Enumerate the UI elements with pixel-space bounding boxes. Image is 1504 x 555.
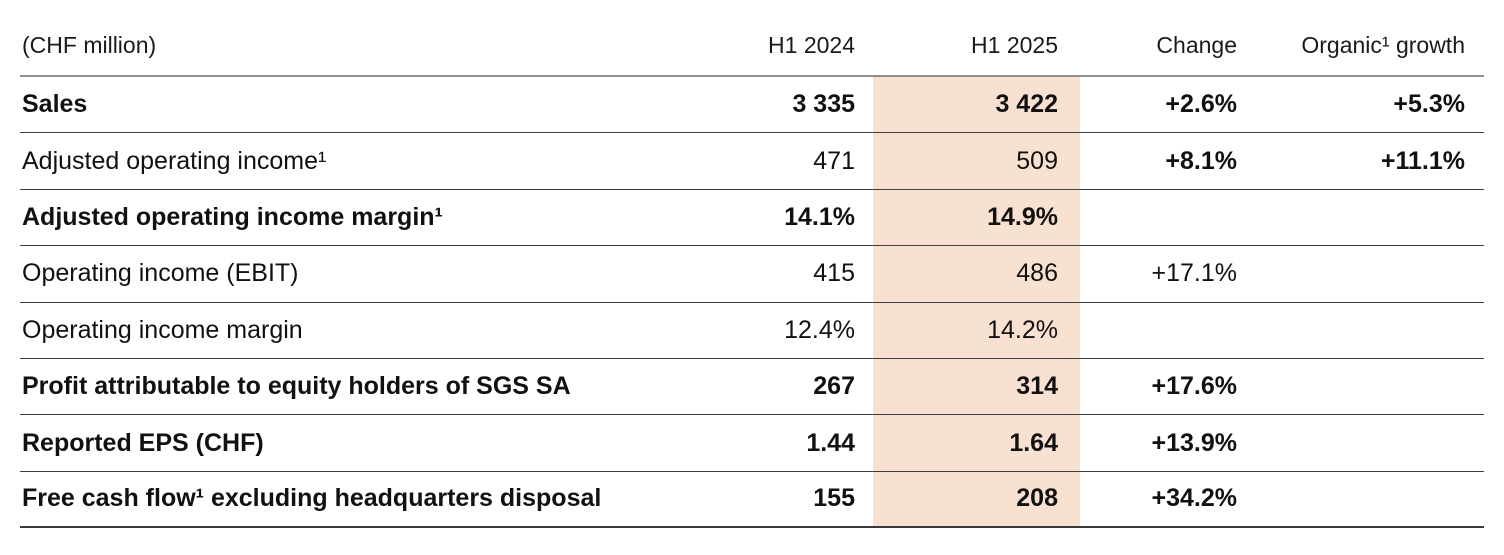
h1-2024-value: 14.1%	[784, 202, 855, 231]
h1-2025-value: 1.64	[873, 415, 1080, 471]
col-header-h1-2025: H1 2025	[971, 32, 1058, 58]
organic-growth-value	[1237, 472, 1484, 526]
change-value	[1080, 303, 1237, 358]
row-label: Profit attributable to equity holders of…	[22, 372, 571, 401]
table-row-adjusted-operating-income-margin: Adjusted operating income margin¹ 14.1% …	[20, 189, 1484, 247]
h1-2024-value: 471	[813, 146, 855, 175]
row-label: Free cash flow¹ excluding headquarters d…	[22, 484, 602, 513]
table-row-profit-attributable: Profit attributable to equity holders of…	[20, 358, 1484, 416]
h1-2025-value: 14.9%	[873, 189, 1080, 246]
h1-2024-value: 3 335	[792, 90, 855, 119]
h1-2025-value: 208	[873, 471, 1080, 527]
table-header-row: (CHF million) H1 2024 H1 2025 Change Org…	[20, 0, 1484, 77]
row-label: Sales	[22, 90, 88, 119]
col-header-change: Change	[1156, 32, 1237, 58]
organic-growth-value: +5.3%	[1393, 90, 1465, 119]
organic-growth-value	[1237, 415, 1484, 470]
organic-growth-value: +11.1%	[1380, 146, 1465, 175]
h1-2024-value: 267	[813, 372, 855, 401]
h1-2025-value: 3 422	[873, 77, 1080, 133]
organic-growth-value	[1237, 246, 1484, 301]
change-value: +17.1%	[1151, 259, 1238, 288]
h1-2025-value: 486	[873, 246, 1080, 302]
change-value: +8.1%	[1165, 146, 1237, 175]
table-row-operating-income-ebit: Operating income (EBIT) 415 486 +17.1%	[20, 246, 1484, 303]
change-value: +13.9%	[1151, 428, 1238, 457]
financial-results-table: (CHF million) H1 2024 H1 2025 Change Org…	[20, 0, 1484, 529]
change-value: +2.6%	[1165, 90, 1237, 119]
row-label: Reported EPS (CHF)	[22, 428, 264, 457]
row-label: Adjusted operating income margin¹	[22, 202, 443, 231]
h1-2025-value: 14.2%	[873, 302, 1080, 358]
h1-2024-value: 155	[813, 484, 855, 513]
change-value: +17.6%	[1151, 372, 1238, 401]
col-header-h1-2024: H1 2024	[768, 32, 855, 58]
change-value	[1080, 190, 1237, 245]
table-row-reported-eps: Reported EPS (CHF) 1.44 1.64 +13.9%	[20, 415, 1484, 472]
h1-2025-value: 314	[873, 358, 1080, 415]
h1-2024-value: 415	[813, 259, 855, 288]
row-label: Adjusted operating income¹	[22, 146, 327, 175]
organic-growth-value	[1237, 359, 1484, 414]
organic-growth-value	[1237, 303, 1484, 358]
h1-2025-value: 509	[873, 133, 1080, 189]
organic-growth-value	[1237, 190, 1484, 245]
h1-2024-value: 12.4%	[784, 315, 855, 344]
change-value: +34.2%	[1151, 484, 1238, 513]
table-row-sales: Sales 3 335 3 422 +2.6% +5.3%	[20, 77, 1484, 134]
row-label: Operating income (EBIT)	[22, 259, 299, 288]
col-header-organic-growth: Organic¹ growth	[1301, 32, 1465, 58]
row-label: Operating income margin	[22, 315, 303, 344]
table-row-operating-income-margin: Operating income margin 12.4% 14.2%	[20, 302, 1484, 359]
unit-label: (CHF million)	[22, 32, 157, 58]
table-row-free-cash-flow: Free cash flow¹ excluding headquarters d…	[20, 471, 1484, 529]
h1-2024-value: 1.44	[806, 428, 855, 457]
table-row-adjusted-operating-income: Adjusted operating income¹ 471 509 +8.1%…	[20, 133, 1484, 190]
